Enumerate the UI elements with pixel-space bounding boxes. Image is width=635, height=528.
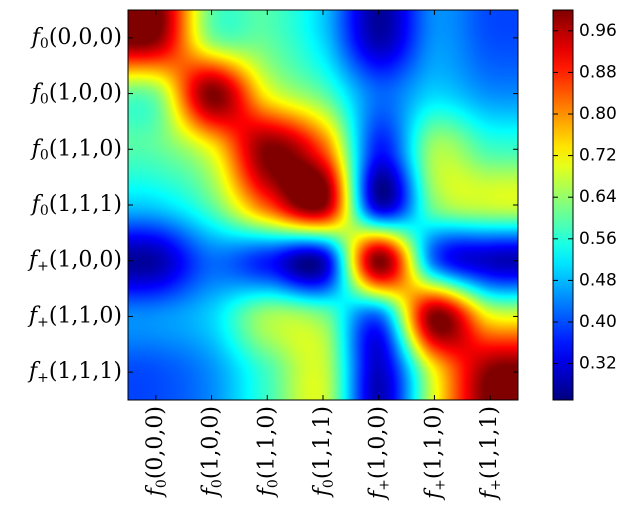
heatmap-cell-6-2	[239, 344, 295, 400]
heatmap-cell-0-2	[239, 10, 295, 66]
x-tick-label: f+(1,0,0)	[366, 406, 393, 501]
y-tick-label: f+(1,0,0)	[27, 248, 122, 275]
heatmap-cell-5-0	[128, 289, 184, 345]
colorbar-tick-label: 0.32	[579, 354, 617, 374]
colorbar-tick-label: 0.56	[579, 229, 617, 249]
heatmap-cell-4-6	[462, 233, 518, 289]
colorbar: 0.96 0.88 0.80 0.72 0.64 0.56 0.48 0.40 0.32	[552, 9, 617, 401]
heatmap-cell-3-6	[462, 177, 518, 233]
heatmap-cell-0-0	[128, 10, 184, 66]
heatmap-cell-4-1	[184, 233, 240, 289]
heatmap-cell-2-2	[239, 121, 295, 177]
y-tick-label: f+(1,1,0)	[27, 303, 122, 330]
heatmap-cell-3-5	[407, 177, 463, 233]
heatmap-cell-3-3	[295, 177, 351, 233]
colorbar-tick-label: 0.48	[579, 270, 617, 290]
heatmap-cell-4-2	[239, 233, 295, 289]
heatmap-cell-4-0	[128, 233, 184, 289]
heatmap-cell-6-0	[128, 344, 184, 400]
heatmap-cell-2-3	[295, 121, 351, 177]
heatmap-cell-5-5	[407, 289, 463, 345]
x-axis-ticks: f0(0,0,0) f0(1,0,0) f0(1,1,0) f0(1,1,1) f+(1…	[143, 10, 504, 501]
colorbar-frame	[552, 9, 574, 401]
heatmap-cell-2-1	[184, 121, 240, 177]
heatmap-cell-1-1	[184, 66, 240, 122]
heatmap-cell-6-1	[184, 344, 240, 400]
y-axis-ticks: f0(0,0,0) f0(1,0,0) f0(1,1,0) f0(1,1,1) f+(1…	[27, 25, 518, 386]
heatmap-cell-3-4	[351, 177, 407, 233]
heatmap-cell-4-5	[407, 233, 463, 289]
y-tick-label: f0(1,1,0)	[30, 136, 122, 163]
heatmap-cell-1-5	[407, 66, 463, 122]
colorbar-tick-label: 0.96	[579, 21, 617, 41]
heatmap-cell-0-1	[184, 10, 240, 66]
heatmap-cell-0-5	[407, 10, 463, 66]
heatmap-cell-5-4	[351, 289, 407, 345]
heatmap-cell-6-6	[462, 344, 518, 400]
y-tick-label: f0(1,0,0)	[30, 81, 122, 108]
heatmap-cell-3-1	[184, 177, 240, 233]
y-tick-label: f0(0,0,0)	[30, 25, 122, 52]
heatmap-cell-5-3	[295, 289, 351, 345]
colorbar-tick-label: 0.64	[579, 187, 617, 207]
heatmap-cell-1-0	[128, 66, 184, 122]
heatmap-cell-2-0	[128, 121, 184, 177]
colorbar-tick-label: 0.40	[579, 312, 617, 332]
heatmap-cell-6-5	[407, 344, 463, 400]
heatmap-cell-2-4	[351, 121, 407, 177]
heatmap-cell-6-3	[295, 344, 351, 400]
heatmap-cell-3-0	[128, 177, 184, 233]
heatmap-cell-2-6	[462, 121, 518, 177]
heatmap-cell-5-2	[239, 289, 295, 345]
heatmap-cell-0-6	[462, 10, 518, 66]
heatmap-cell-5-6	[462, 289, 518, 345]
heatmap-cell-1-3	[295, 66, 351, 122]
heatmap-cell-1-6	[462, 66, 518, 122]
colorbar-tick-label: 0.72	[579, 146, 617, 166]
x-tick-label: f0(1,1,0)	[254, 406, 281, 498]
heatmap-cell-1-4	[351, 66, 407, 122]
heatmap-cell-1-2	[239, 66, 295, 122]
x-tick-label: f0(0,0,0)	[143, 406, 170, 498]
y-tick-label: f0(1,1,1)	[30, 192, 122, 219]
x-tick-label: f0(1,0,0)	[199, 406, 226, 498]
x-tick-label: f+(1,1,0)	[421, 406, 448, 501]
heatmap-cell-3-2	[239, 177, 295, 233]
plot-area	[127, 9, 519, 401]
colorbar-tick-label: 0.88	[579, 62, 617, 82]
heatmap-cell-2-5	[407, 121, 463, 177]
x-tick-label: f0(1,1,1)	[310, 406, 337, 498]
heatmap-cell-6-4	[351, 344, 407, 400]
y-tick-label: f+(1,1,1)	[27, 359, 122, 386]
colorbar-tick-label: 0.80	[579, 104, 617, 124]
heatmap-image	[128, 10, 518, 400]
heatmap-cell-4-4	[351, 233, 407, 289]
heatmap-cell-5-1	[184, 289, 240, 345]
colorbar-gradient	[553, 10, 573, 400]
x-tick-label: f+(1,1,1)	[477, 406, 504, 501]
heatmap-cell-0-4	[351, 10, 407, 66]
heatmap-cell-4-3	[295, 233, 351, 289]
heatmap-cell-0-3	[295, 10, 351, 66]
